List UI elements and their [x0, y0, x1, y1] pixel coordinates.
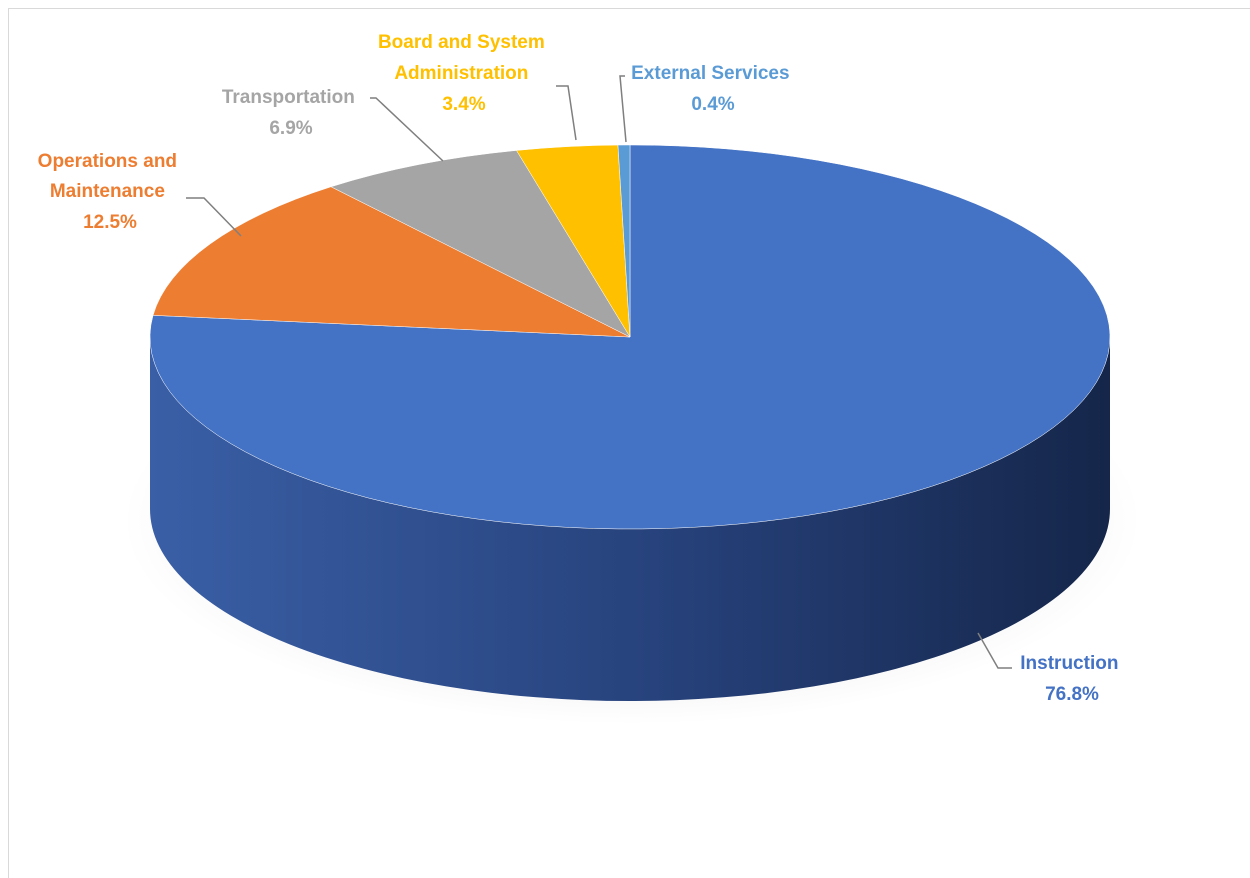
- label-external-value: 0.4%: [691, 94, 734, 115]
- pie-slice-instruction: [149, 144, 1111, 530]
- pie-slice-external: [617, 144, 631, 338]
- label-operations-name-1: Operations and: [38, 151, 177, 172]
- label-board: Board and System Administration 3.4%: [378, 32, 550, 115]
- label-operations-name-2: Maintenance: [50, 181, 165, 202]
- label-instruction-value: 76.8%: [1045, 684, 1099, 705]
- label-board-name-2: Administration: [394, 63, 528, 84]
- pie-slice-operations: [152, 186, 631, 338]
- label-transportation: Transportation 6.9%: [222, 87, 360, 139]
- chart-frame: [8, 8, 1250, 878]
- leader-operations: [186, 197, 242, 237]
- leader-board: [556, 85, 577, 141]
- label-instruction-name: Instruction: [1020, 653, 1118, 674]
- label-transportation-name: Transportation: [222, 87, 355, 108]
- pie-slice-transportation: [330, 150, 631, 338]
- label-board-value: 3.4%: [442, 94, 485, 115]
- label-operations: Operations and Maintenance 12.5%: [38, 151, 183, 233]
- label-operations-value: 12.5%: [83, 212, 137, 233]
- label-instruction: Instruction 76.8%: [1020, 653, 1123, 705]
- leader-external: [619, 75, 627, 143]
- label-board-name-1: Board and System: [378, 32, 545, 53]
- label-external-name: External Services: [631, 63, 789, 84]
- label-transportation-value: 6.9%: [269, 118, 312, 139]
- pie-side-wall: [150, 337, 1110, 701]
- leader-transportation: [370, 97, 444, 162]
- leader-instruction: [977, 632, 1012, 669]
- label-external: External Services 0.4%: [631, 63, 795, 115]
